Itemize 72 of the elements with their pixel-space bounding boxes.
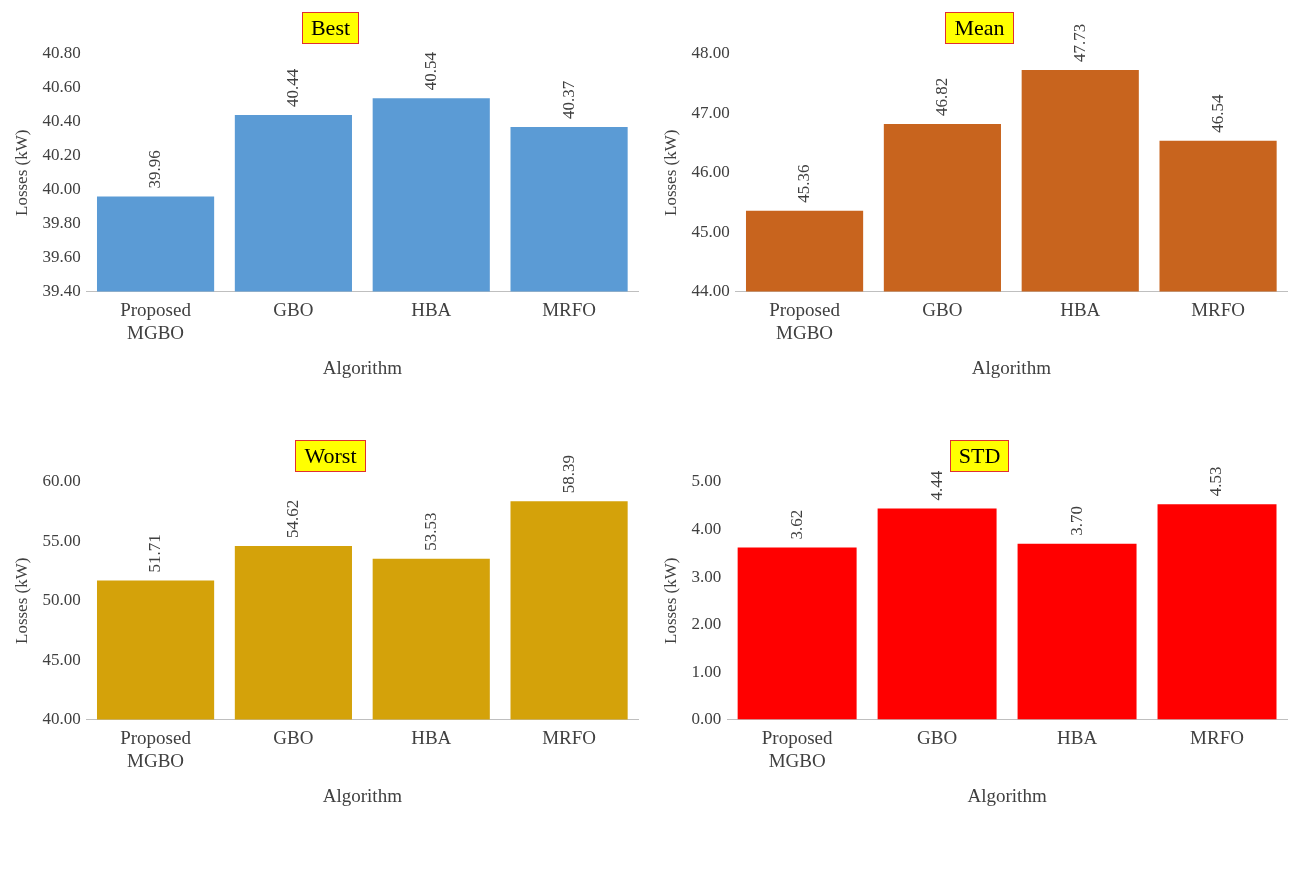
chart-title: STD (949, 440, 1010, 472)
x-axis-title: Algorithm (971, 356, 1052, 378)
chart-title: Mean (945, 12, 1014, 44)
y-tick-label: 44.00 (691, 281, 730, 301)
data-label: 54.62 (282, 499, 302, 538)
data-label: 45.36 (794, 164, 814, 203)
x-tick-label: GBO (917, 726, 958, 748)
x-tick-label: HBA (1056, 726, 1098, 748)
x-tick-label: Proposed MGBO (761, 726, 833, 771)
data-label: 4.53 (1206, 466, 1226, 497)
y-tick-label: 45.00 (691, 221, 730, 241)
y-tick-label: 5.00 (691, 471, 722, 491)
y-tick-label: 45.00 (42, 649, 81, 669)
data-label: 47.73 (1069, 23, 1089, 63)
x-tick-label: Proposed MGBO (769, 298, 841, 343)
x-tick-label: Proposed MGBO (120, 298, 192, 343)
y-axis-title: Losses (kW) (11, 557, 31, 644)
y-tick-label: 39.60 (42, 247, 81, 267)
x-tick-label: MRFO (542, 726, 597, 748)
chart-title: Worst (295, 440, 366, 472)
x-tick-label: GBO (273, 726, 314, 748)
y-axis-title: Losses (kW) (660, 557, 680, 644)
y-tick-label: 2.00 (691, 614, 722, 634)
y-tick-label: 46.00 (691, 162, 730, 182)
data-label: 4.44 (926, 470, 946, 501)
x-tick-label: GBO (273, 298, 314, 320)
y-tick-label: 40.40 (42, 111, 81, 131)
y-tick-label: 39.80 (42, 213, 81, 233)
bar (877, 508, 997, 720)
y-tick-label: 55.00 (42, 530, 81, 550)
x-tick-label: HBA (411, 726, 452, 748)
y-tick-label: 60.00 (42, 471, 81, 491)
data-label: 39.96 (145, 150, 165, 189)
x-tick-label: MRFO (1191, 298, 1246, 320)
chart-title: Best (301, 12, 360, 44)
x-tick-label: HBA (1060, 298, 1101, 320)
x-tick-label: HBA (411, 298, 452, 320)
x-tick-label: Proposed MGBO (120, 726, 192, 771)
x-tick-label: MRFO (1190, 726, 1244, 748)
data-label: 51.71 (145, 534, 165, 573)
data-label: 58.39 (558, 454, 578, 494)
y-tick-label: 40.20 (42, 145, 81, 165)
y-tick-label: 50.00 (42, 590, 81, 610)
data-label: 3.70 (1066, 506, 1086, 536)
data-label: 40.44 (282, 68, 302, 108)
x-tick-label: MRFO (542, 298, 597, 320)
y-tick-label: 40.60 (42, 77, 81, 97)
y-tick-label: 3.00 (691, 566, 722, 586)
y-axis-title: Losses (kW) (11, 129, 31, 216)
bar (1157, 504, 1277, 720)
x-axis-title: Algorithm (322, 356, 403, 378)
data-label: 46.54 (1207, 93, 1227, 133)
bar (737, 547, 857, 720)
y-tick-label: 40.80 (42, 43, 81, 63)
y-tick-label: 0.00 (691, 709, 722, 729)
x-axis-title: Algorithm (322, 784, 403, 806)
y-tick-label: 48.00 (691, 43, 730, 63)
bar (1017, 543, 1137, 720)
y-tick-label: 47.00 (691, 102, 730, 122)
x-axis-title: Algorithm (967, 784, 1047, 806)
data-label: 3.62 (786, 509, 806, 540)
data-label: 40.37 (558, 80, 578, 119)
y-tick-label: 40.00 (42, 179, 81, 199)
y-tick-label: 40.00 (42, 709, 81, 729)
y-tick-label: 39.40 (42, 281, 81, 301)
data-label: 40.54 (420, 51, 440, 91)
data-label: 46.82 (931, 77, 951, 117)
x-tick-label: GBO (922, 298, 963, 320)
y-tick-label: 4.00 (691, 518, 722, 538)
data-label: 53.53 (420, 512, 440, 551)
y-tick-label: 1.00 (691, 661, 722, 681)
y-axis-title: Losses (kW) (660, 129, 680, 216)
